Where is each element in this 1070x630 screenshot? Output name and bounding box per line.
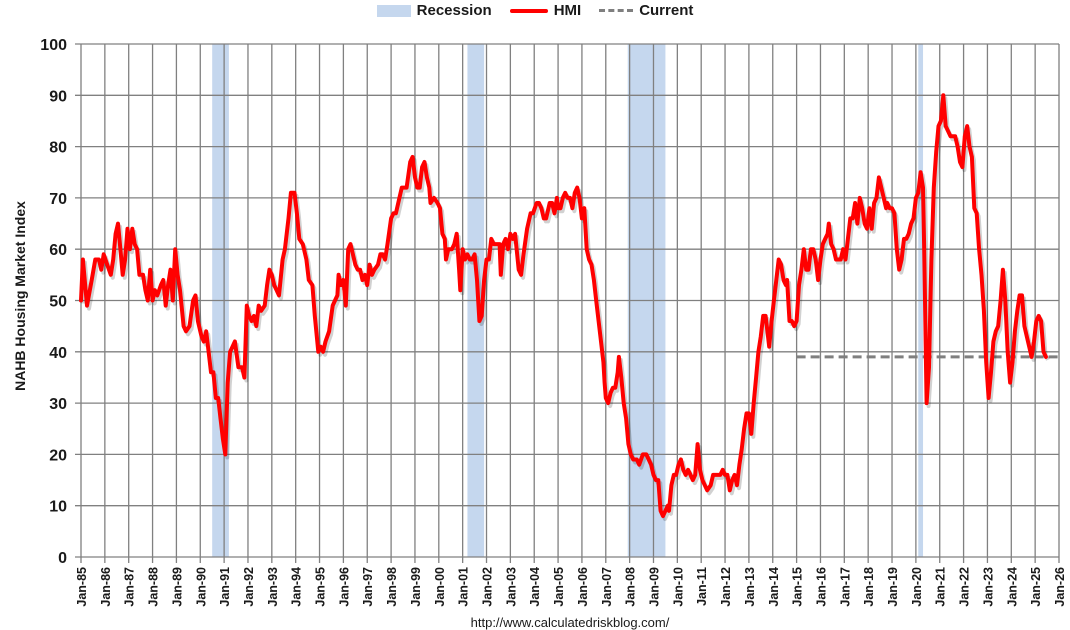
legend-label-recession: Recession — [416, 2, 492, 19]
y-tick-label: 50 — [49, 294, 67, 311]
x-tick-label: Jan-20 — [910, 567, 924, 607]
recession-swatch-icon — [376, 4, 411, 17]
legend-item-current: Current — [599, 2, 693, 19]
x-tick-label: Jan-26 — [1053, 567, 1067, 607]
y-tick-label: 70 — [49, 191, 67, 208]
x-tick-label: Jan-97 — [361, 567, 375, 607]
y-tick-label: 40 — [49, 345, 67, 362]
x-tick-label: Jan-18 — [862, 567, 876, 607]
x-tick-label: Jan-01 — [457, 567, 471, 607]
x-tick-label: Jan-93 — [266, 567, 280, 607]
x-tick-label: Jan-03 — [504, 567, 518, 607]
y-tick-label: 30 — [49, 396, 67, 413]
x-tick-label: Jan-12 — [719, 567, 733, 607]
x-tick-label: Jan-11 — [695, 567, 709, 606]
x-tick-label: Jan-88 — [147, 567, 161, 607]
x-tick-label: Jan-02 — [481, 567, 495, 607]
x-tick-label: Jan-95 — [314, 567, 328, 607]
x-tick-label: Jan-90 — [194, 567, 208, 607]
x-tick-label: Jan-19 — [886, 567, 900, 607]
x-tick-label: Jan-10 — [671, 567, 685, 607]
y-tick-label: 90 — [49, 88, 67, 105]
x-tick-label: Jan-99 — [409, 567, 423, 607]
x-tick-label: Jan-86 — [99, 567, 113, 607]
chart-legend: Recession HMI Current — [0, 2, 1070, 19]
y-tick-label: 0 — [58, 550, 67, 567]
x-tick-label: Jan-89 — [170, 567, 184, 607]
x-tick-label: Jan-17 — [838, 567, 852, 607]
hmi-line-swatch-icon — [509, 8, 548, 13]
x-tick-label: Jan-14 — [767, 567, 781, 607]
x-tick-label: Jan-24 — [1005, 567, 1019, 607]
x-tick-label: Jan-85 — [75, 567, 89, 607]
x-tick-label: Jan-91 — [218, 567, 232, 607]
x-tick-label: Jan-92 — [242, 567, 256, 607]
x-tick-label: Jan-07 — [600, 567, 614, 607]
legend-item-recession: Recession — [376, 2, 492, 19]
x-tick-label: Jan-05 — [552, 567, 566, 607]
y-tick-label: 80 — [49, 140, 67, 157]
legend-label-current: Current — [639, 2, 694, 19]
y-tick-label: 100 — [40, 37, 67, 54]
hmi-line — [79, 93, 1048, 518]
legend-label-hmi: HMI — [553, 2, 582, 19]
x-tick-label: Jan-98 — [385, 567, 399, 607]
x-tick-label: Jan-23 — [981, 567, 995, 607]
legend-item-hmi: HMI — [509, 2, 582, 19]
x-tick-label: Jan-25 — [1029, 567, 1043, 607]
y-tick-label: 60 — [49, 242, 67, 259]
x-tick-label: Jan-87 — [123, 567, 137, 607]
x-tick-label: Jan-15 — [791, 567, 805, 607]
x-tick-label: Jan-16 — [814, 567, 828, 607]
x-tick-label: Jan-21 — [934, 567, 948, 607]
source-url: http://www.calculatedriskblog.com/ — [470, 615, 670, 630]
current-dash-swatch-icon — [599, 9, 634, 12]
y-tick-label: 20 — [49, 447, 67, 464]
x-tick-label: Jan-96 — [337, 567, 351, 607]
x-tick-label: Jan-06 — [576, 567, 590, 607]
x-tick-label: Jan-04 — [528, 567, 542, 607]
x-tick-label: Jan-00 — [433, 567, 447, 607]
x-tick-label: Jan-08 — [624, 567, 638, 607]
y-tick-label: 10 — [49, 499, 67, 516]
x-tick-label: Jan-09 — [647, 567, 661, 607]
x-tick-label: Jan-13 — [743, 567, 757, 607]
x-tick-label: Jan-22 — [958, 567, 972, 607]
x-tick-label: Jan-94 — [290, 567, 304, 607]
